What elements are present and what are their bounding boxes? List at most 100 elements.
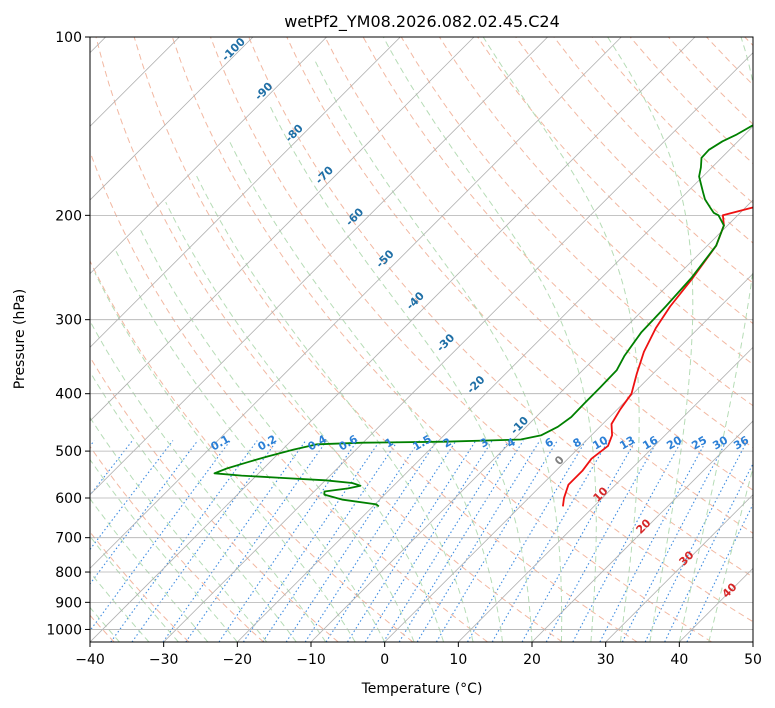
y-tick-label: 900 [55, 595, 82, 611]
dry-adiabat-line [90, 259, 414, 642]
mixing-ratio-line [383, 440, 510, 642]
moist-adiabat-line [90, 320, 327, 642]
mixing-ratio-line [572, 440, 683, 642]
mixing-ratio-line [664, 462, 753, 642]
mixing-ratio-line [90, 440, 199, 585]
isotherm-line [90, 37, 696, 642]
y-tick-label: 800 [55, 565, 82, 581]
mixing-ratio-line [491, 440, 609, 642]
x-axis-label: Temperature (°C) [361, 681, 483, 697]
mixing-ratio-label: 0.6 [337, 432, 361, 453]
moist-adiabat-line [678, 37, 753, 642]
dry-adiabat-label: 20 [634, 516, 654, 536]
dry-adiabat-label: 40 [720, 580, 740, 600]
dry-adiabat-label: -20 [464, 373, 487, 396]
mixing-ratio-label: 8 [571, 435, 584, 450]
isotherm-line [163, 52, 753, 642]
moist-adiabat-line [90, 416, 268, 642]
mixing-ratio-label: 0.2 [256, 432, 279, 453]
isotherm-line [90, 37, 254, 201]
y-tick-label: 500 [55, 444, 82, 460]
moist-adiabat-line [94, 272, 356, 642]
dry-adiabat-line [706, 37, 753, 86]
isotherm-line [679, 567, 753, 642]
mixing-ratio-line [90, 440, 174, 551]
moist-adiabat-line [90, 535, 179, 642]
mixing-ratio-line [262, 440, 399, 642]
mixing-ratio-label: 0.1 [209, 432, 232, 453]
mixing-ratio-line [364, 440, 493, 642]
moist-adiabat-line [165, 201, 445, 642]
y-tick-label: 600 [55, 491, 82, 507]
isotherm-line [237, 125, 753, 642]
background-grid [90, 37, 753, 642]
mixing-ratio-line [162, 440, 307, 642]
mixing-ratio-label: 16 [640, 433, 660, 452]
mixing-ratio-line [686, 503, 753, 642]
mixing-ratio-line [185, 440, 328, 642]
dry-adiabat-label: -10 [508, 414, 531, 437]
mixing-ratio-label: 25 [689, 434, 709, 453]
mixing-ratio-line [242, 440, 381, 642]
y-tick-label: 1000 [46, 622, 82, 638]
moist-adiabat-line [607, 37, 694, 642]
isotherm-line [90, 37, 475, 422]
isotherm-line [90, 37, 401, 348]
mixing-ratio-line [304, 440, 438, 642]
isotherm-line [90, 37, 622, 569]
mixing-ratio-line [131, 440, 278, 642]
temperature-line [562, 206, 753, 507]
mixing-ratio-line [325, 440, 457, 642]
axis-ticks: −40 −30 −20 −10 0 10 20 30 40 5010020030040050060… [46, 30, 762, 668]
dry-adiabat-line [90, 150, 488, 642]
mixing-ratio-line [467, 440, 587, 642]
dry-adiabat-line [133, 37, 638, 642]
y-tick-label: 100 [55, 30, 82, 46]
mixing-ratio-line [285, 440, 420, 642]
dry-adiabat-label: -60 [343, 205, 366, 228]
x-tick-label: 50 [744, 652, 762, 668]
dry-adiabat-line [90, 445, 264, 642]
mixing-ratio-line [398, 440, 524, 642]
isotherm-line [605, 494, 753, 642]
chart-title: wetPf2_YM08.2026.082.02.45.C24 [284, 12, 560, 32]
dry-adiabat-line [171, 37, 712, 642]
x-tick-label: −20 [223, 652, 253, 668]
mixing-ratio-line [521, 440, 637, 642]
y-axis-label: Pressure (hPa) [12, 289, 28, 389]
mixing-ratio-line [90, 440, 231, 632]
x-tick-label: 30 [597, 652, 615, 668]
mixing-ratio-line [416, 440, 541, 642]
dry-adiabat-line [90, 356, 339, 642]
isotherm-line [752, 641, 753, 642]
dry-adiabat-line [553, 37, 753, 244]
dry-adiabat-line [90, 531, 190, 642]
x-tick-label: 10 [449, 652, 467, 668]
moist-adiabat-line [115, 251, 386, 642]
mixing-ratio-label: 36 [731, 433, 751, 452]
mixing-ratio-label: 0.4 [306, 432, 330, 453]
x-tick-label: −30 [149, 652, 179, 668]
isotherm-line [90, 37, 548, 496]
mixing-ratio-line [644, 440, 748, 642]
dry-adiabat-label: -50 [373, 247, 396, 270]
mixing-ratio-label: 3 [478, 435, 491, 450]
dry-adiabat-label: -30 [434, 331, 457, 354]
mixing-ratio-line [347, 440, 477, 642]
moist-adiabat-line [382, 37, 597, 642]
moist-adiabat-line [90, 497, 209, 642]
isotherm-line [458, 346, 753, 642]
dry-adiabat-line [515, 37, 753, 284]
mixing-ratio-line [435, 440, 558, 642]
dry-adiabat-label: 0 [552, 453, 567, 468]
moist-adiabat-line [90, 458, 238, 642]
dry-adiabat-line [95, 37, 563, 642]
mixing-ratio-line [599, 440, 707, 642]
dry-adiabat-label: -80 [283, 121, 306, 144]
dewpoint-line [213, 124, 753, 508]
mixing-ratio-label: 2 [441, 435, 454, 450]
mixing-ratio-label: 30 [710, 433, 730, 452]
plot-frame [89, 36, 754, 643]
dry-adiabat-line [248, 37, 753, 578]
